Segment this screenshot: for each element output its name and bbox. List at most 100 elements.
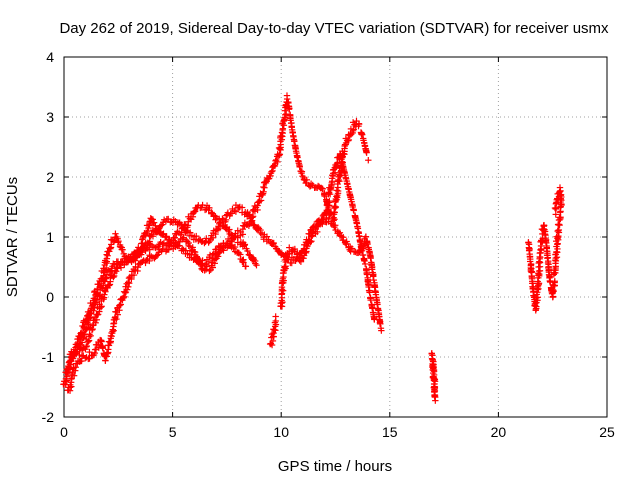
data-point	[279, 287, 287, 294]
data-point	[356, 238, 364, 245]
data-point	[231, 243, 239, 251]
data-point	[78, 353, 86, 360]
data-point	[193, 232, 200, 240]
data-point	[328, 220, 336, 227]
data-point	[97, 304, 105, 311]
data-point	[89, 302, 96, 309]
data-point	[527, 268, 535, 275]
data-point	[93, 290, 100, 298]
data-point	[355, 232, 363, 240]
data-point	[114, 311, 121, 318]
data-point	[286, 244, 293, 251]
data-point	[130, 271, 138, 279]
data-point	[326, 197, 333, 205]
data-point	[139, 258, 146, 266]
data-point	[119, 246, 126, 253]
data-point	[253, 261, 260, 269]
data-point	[179, 235, 186, 243]
data-point	[232, 208, 240, 215]
data-point	[291, 138, 298, 145]
data-point	[83, 342, 91, 350]
data-point	[333, 187, 341, 194]
data-points	[60, 92, 565, 404]
data-point	[244, 247, 251, 255]
data-point	[363, 270, 370, 277]
data-point	[240, 256, 247, 263]
data-point	[174, 242, 181, 249]
data-point	[82, 343, 90, 351]
data-point	[157, 222, 165, 229]
data-point	[87, 332, 94, 340]
data-point	[257, 226, 264, 234]
data-point	[237, 251, 244, 258]
data-point	[114, 260, 121, 267]
data-point	[112, 230, 119, 237]
data-point	[349, 127, 357, 134]
data-point	[206, 267, 213, 275]
data-point	[98, 275, 105, 283]
data-point	[257, 197, 265, 204]
data-point	[92, 319, 99, 327]
chart-title: Day 262 of 2019, Sidereal Day-to-day VTE…	[59, 20, 609, 37]
y-tick-label: -2	[42, 409, 55, 425]
data-point	[91, 296, 99, 304]
data-point	[367, 254, 374, 262]
data-point	[340, 234, 347, 241]
data-point	[431, 376, 439, 383]
data-point	[105, 282, 113, 289]
data-point	[219, 222, 226, 229]
data-point	[203, 235, 210, 242]
data-point	[274, 158, 281, 166]
data-point	[248, 217, 256, 225]
data-point	[86, 331, 93, 338]
data-point	[84, 338, 91, 346]
data-point	[97, 337, 105, 344]
data-point	[354, 223, 361, 231]
data-point	[203, 263, 211, 270]
data-point	[185, 239, 192, 247]
data-point	[535, 280, 543, 287]
data-point	[336, 229, 344, 236]
data-point	[349, 202, 356, 209]
data-point	[219, 215, 226, 222]
data-point	[134, 252, 141, 260]
data-point	[306, 183, 314, 190]
data-point	[378, 327, 385, 334]
data-point	[153, 252, 160, 259]
data-point	[85, 338, 92, 345]
data-point	[365, 244, 372, 251]
data-point	[110, 273, 117, 281]
data-point	[542, 238, 550, 245]
data-point	[149, 216, 156, 223]
data-point	[296, 163, 303, 170]
x-tick-label: 5	[169, 424, 177, 440]
data-point	[123, 286, 131, 293]
data-point	[358, 131, 366, 138]
data-point	[337, 154, 345, 161]
data-point	[165, 215, 172, 223]
data-point	[359, 251, 367, 259]
grid-lines	[64, 57, 607, 417]
data-point	[374, 301, 381, 308]
data-point	[124, 279, 132, 286]
data-point	[268, 168, 275, 175]
data-point	[242, 263, 250, 270]
data-point	[144, 228, 151, 235]
data-point	[325, 215, 333, 223]
data-point	[143, 257, 150, 264]
data-point	[87, 306, 95, 314]
data-point	[351, 212, 359, 219]
data-point	[205, 239, 212, 246]
data-point	[365, 287, 373, 294]
y-tick-label: 3	[46, 109, 54, 125]
data-point	[146, 246, 153, 253]
x-tick-label: 0	[60, 424, 68, 440]
data-point	[307, 233, 315, 240]
data-point	[275, 152, 282, 159]
data-point	[183, 238, 191, 245]
x-tick-label: 25	[599, 424, 615, 440]
data-point	[146, 238, 153, 245]
data-point	[363, 238, 371, 246]
data-point	[165, 246, 172, 253]
data-point	[70, 372, 78, 379]
